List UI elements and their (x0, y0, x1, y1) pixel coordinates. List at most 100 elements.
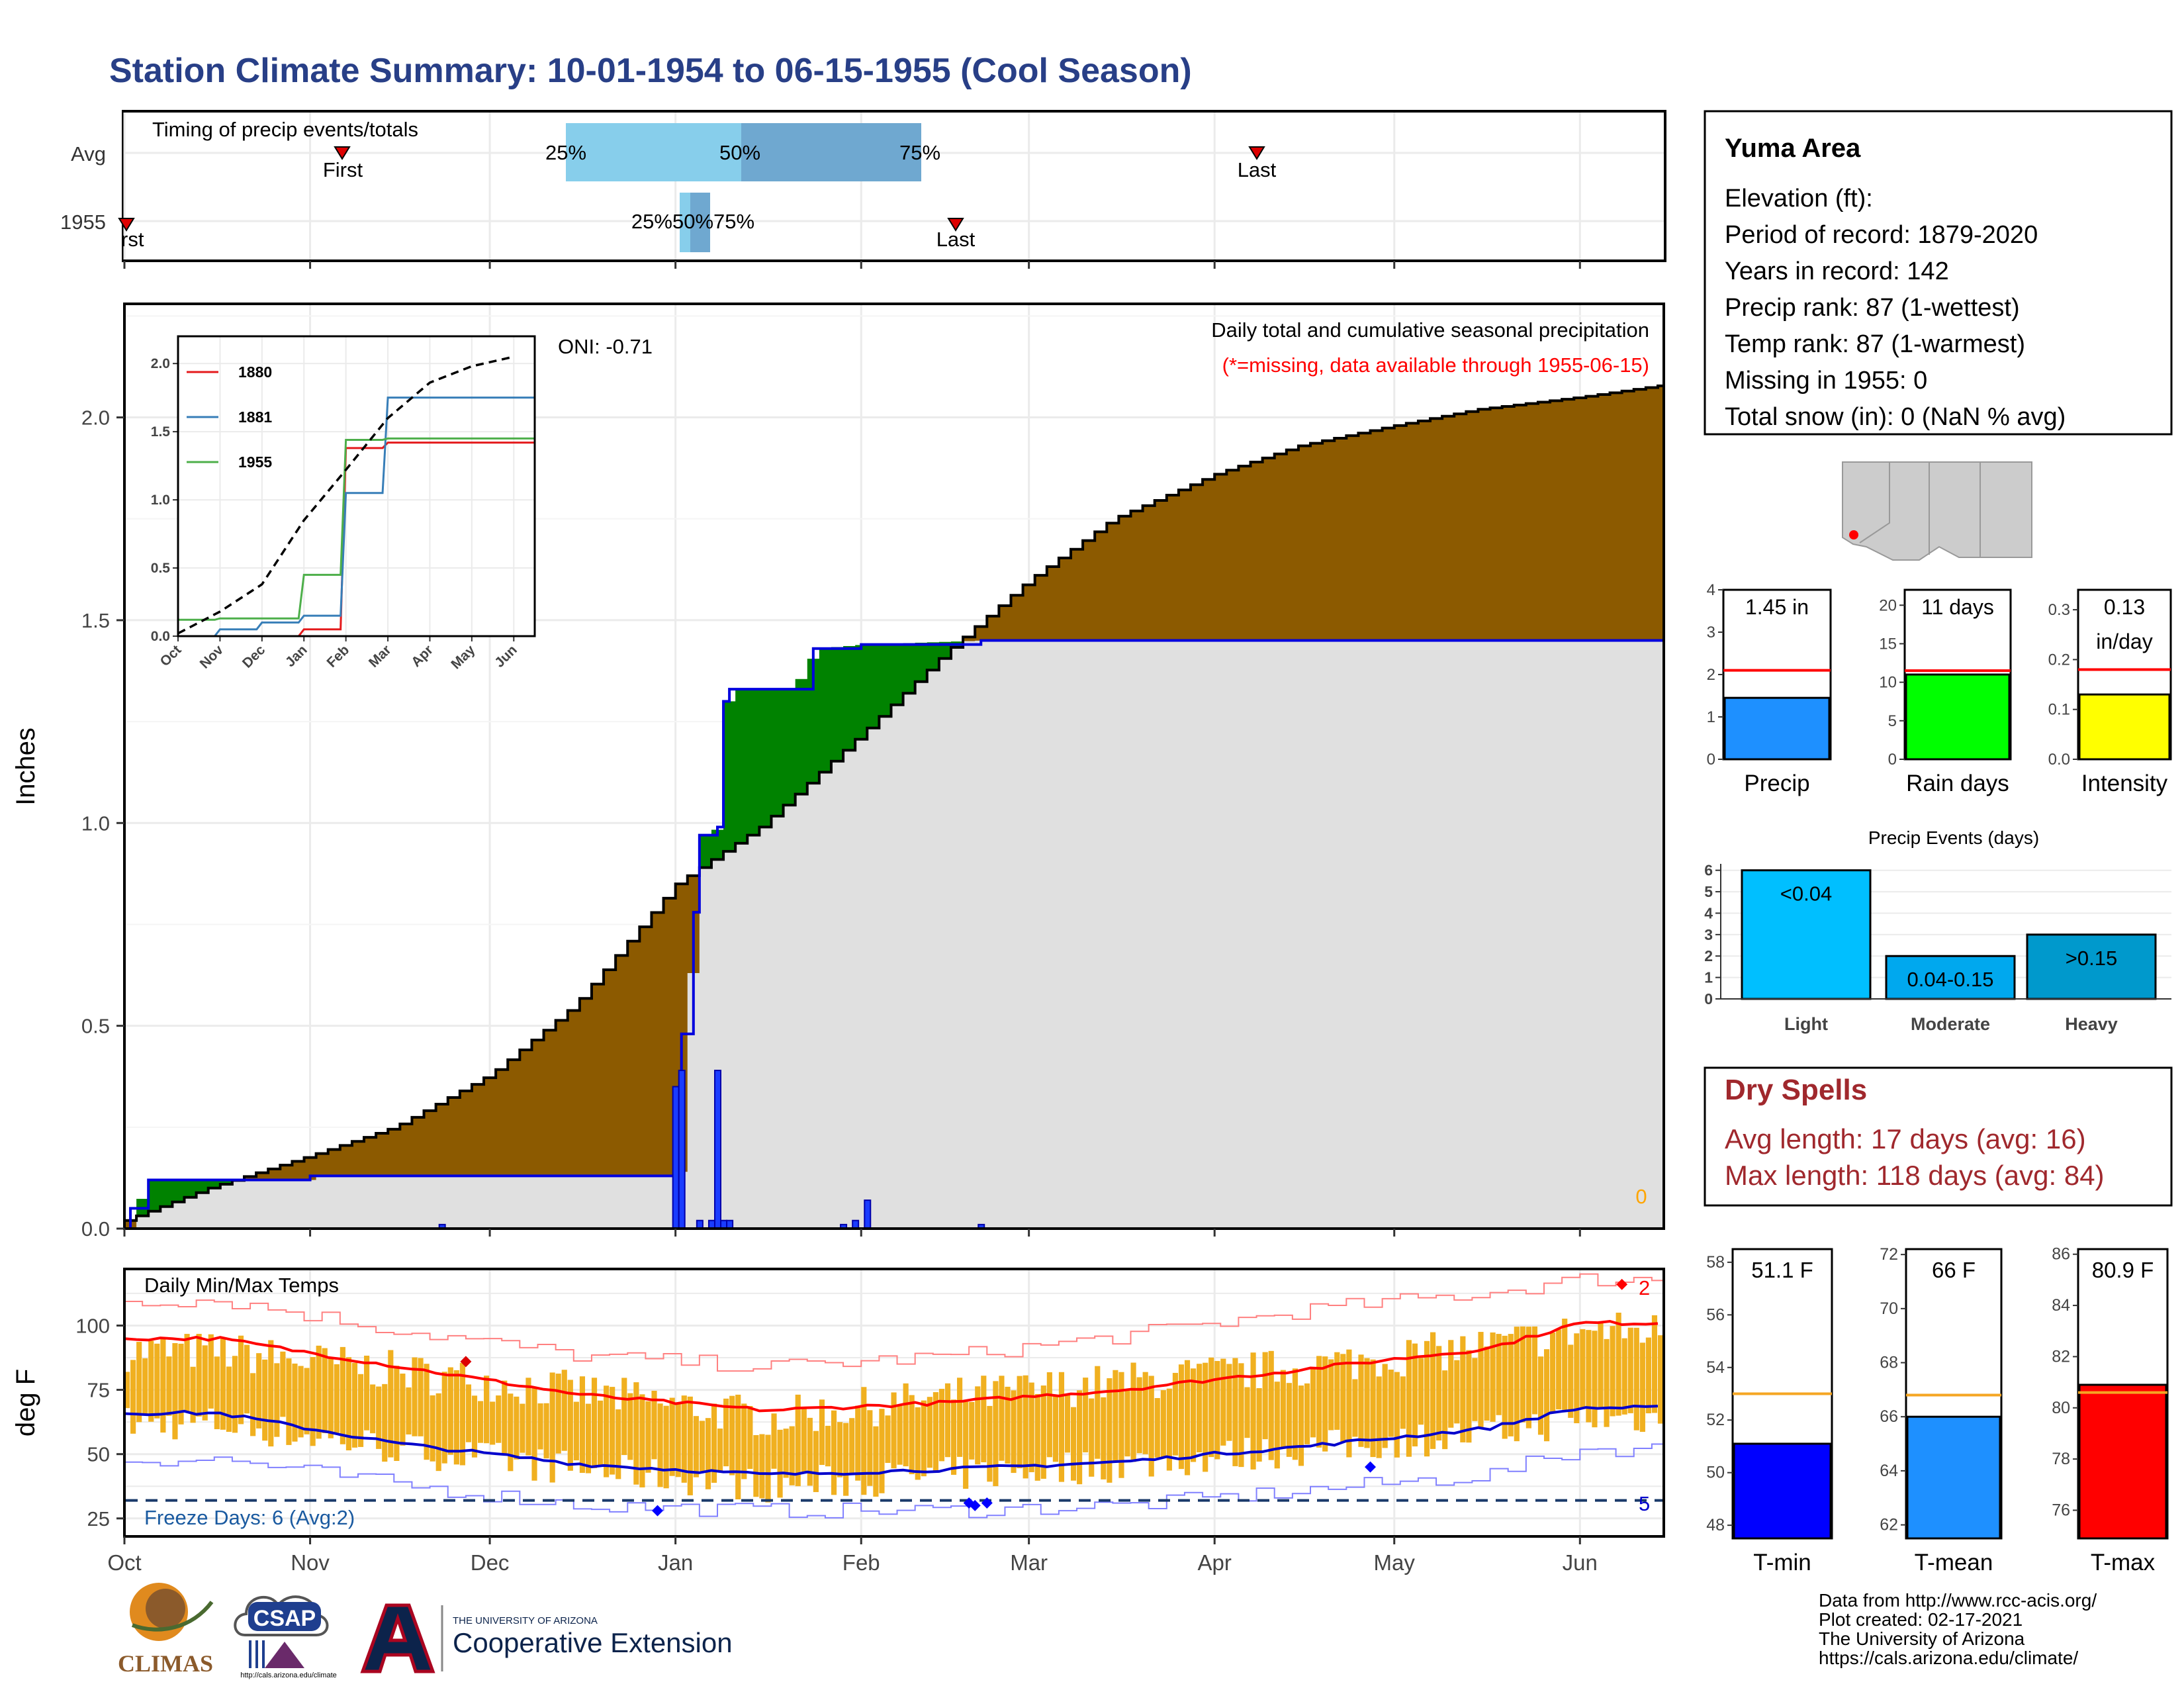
surplus-area (604, 969, 616, 1176)
daily-temp-bar (418, 1358, 424, 1436)
mini-ytick-label: 0.3 (2048, 601, 2070, 619)
precip-header: Daily total and cumulative seasonal prec… (1211, 318, 1649, 342)
mini-ytick-label: 0.0 (2048, 751, 2070, 769)
deficit-area (160, 1180, 173, 1207)
surplus-area (1418, 420, 1431, 641)
daily-temp-bar (981, 1376, 987, 1463)
temp-chart-label: T-mean (1915, 1550, 1993, 1575)
daily-temp-bar (1514, 1327, 1520, 1442)
daily-temp-bar (610, 1387, 615, 1475)
avg-cumulative-fill (316, 1176, 329, 1229)
daily-temp-bar (843, 1423, 849, 1496)
daily-temp-bar (897, 1405, 903, 1465)
avg-last-label: Last (1238, 158, 1277, 181)
avg-cumulative-fill (1370, 640, 1383, 1229)
dry-spells-title: Dry Spells (1725, 1074, 1867, 1106)
record-low-marker-icon (969, 1499, 981, 1511)
record-low-line (124, 1443, 1664, 1519)
daily-temp-bar (477, 1401, 484, 1443)
daily-temp-bar (208, 1334, 214, 1409)
surplus-area (987, 616, 999, 641)
daily-temp-bar (166, 1356, 172, 1416)
daily-temp-bar (633, 1382, 639, 1485)
events-ytick-label: 0 (1704, 990, 1713, 1008)
daily-temp-bar (1028, 1382, 1034, 1472)
daily-temp-bar (1388, 1369, 1394, 1437)
daily-temp-bar (1208, 1357, 1214, 1458)
event-category-label: Light (1784, 1014, 1828, 1034)
surplus-area (579, 998, 592, 1176)
mini-ytick-label: 10 (1879, 674, 1897, 692)
event-bar-text: <0.04 (1780, 882, 1832, 906)
daily-temp-bar (849, 1418, 855, 1476)
avg-cumulative-fill (1418, 640, 1431, 1229)
daily-temp-bar (1280, 1370, 1286, 1449)
daily-temp-bar (1274, 1382, 1280, 1469)
daily-temp-bar (681, 1395, 687, 1483)
inset-avg-line (177, 355, 514, 635)
avg-cumulative-fill (1478, 640, 1491, 1229)
avg-p25-label: 25% (545, 141, 586, 164)
daily-temp-bar (1580, 1329, 1586, 1409)
daily-temp-bar (1604, 1338, 1610, 1427)
avg-cumulative-fill (543, 1176, 557, 1229)
daily-temp-bar (1077, 1390, 1083, 1485)
daily-temp-bar (699, 1421, 705, 1472)
avg-cumulative-fill (1142, 640, 1156, 1229)
event-bar (1741, 869, 1872, 1000)
surplus-area (1034, 575, 1048, 641)
daily-temp-bar (388, 1350, 394, 1458)
avg-cumulative-fill (160, 1206, 173, 1229)
surplus-area (1454, 414, 1467, 641)
surplus-area (1191, 485, 1203, 641)
daily-temp-bar (783, 1429, 789, 1478)
csap-logo: CSAP http://cals.arizona.edu/climate (234, 1595, 337, 1679)
daily-temp-bar (1160, 1390, 1166, 1458)
daily-temp-bar (693, 1416, 699, 1477)
daily-temp-bar (855, 1405, 861, 1481)
avg-cumulative-fill (328, 1176, 341, 1229)
daily-temp-bar (1346, 1349, 1352, 1458)
daily-temp-bar (903, 1383, 909, 1467)
events-ytick-label: 4 (1704, 904, 1713, 921)
avg-cumulative-fill (412, 1176, 425, 1229)
mini-ytick-label: 5 (1888, 712, 1897, 730)
avg-cumulative-fill (1262, 640, 1275, 1229)
daily-temp-bar (1238, 1363, 1244, 1468)
surplus-area (1226, 470, 1240, 641)
avg-cumulative-fill (963, 641, 976, 1229)
temp-chart-label: T-min (1753, 1550, 1811, 1575)
surplus-area (975, 626, 987, 641)
daily-temp-bar (1017, 1376, 1023, 1469)
footer-line: https://cals.arizona.edu/climate/ (1819, 1648, 2078, 1668)
surplus-area (1562, 399, 1574, 641)
daily-temp-bar (1556, 1329, 1562, 1410)
avg-cumulative-fill (1514, 640, 1527, 1229)
daily-temp-bar (214, 1356, 220, 1430)
surplus-area (1011, 595, 1024, 641)
station-line: Missing in 1955: 0 (1725, 367, 1927, 395)
avg-cumulative-fill (1525, 640, 1539, 1229)
station-line: Years in record: 142 (1725, 258, 1949, 285)
mini-value-label: 0.13 (2104, 595, 2145, 619)
daily-temp-bar (604, 1385, 610, 1477)
daily-temp-bar (957, 1378, 963, 1457)
y1955-quartile-lower (680, 193, 690, 252)
daily-temp-bar (441, 1372, 447, 1464)
daily-temp-bar (226, 1366, 232, 1432)
daily-temp-bar (645, 1401, 651, 1473)
avg-cumulative-fill (819, 772, 832, 1229)
avg-last-marker-icon (1248, 146, 1265, 160)
surplus-area (244, 1176, 257, 1180)
daily-temp-bar (615, 1409, 621, 1479)
daily-temp-bar (262, 1359, 268, 1441)
temp-ytick-label: 86 (2052, 1245, 2070, 1264)
avg-cumulative-fill (915, 681, 928, 1229)
climas-logo: CLIMAS (118, 1583, 214, 1677)
record-high-line (124, 1273, 1664, 1372)
daily-temp-bar (1484, 1346, 1490, 1421)
daily-temp-bar (220, 1337, 226, 1430)
surplus-area (1633, 389, 1647, 641)
surplus-area (1645, 387, 1659, 641)
daily-temp-bar (172, 1342, 178, 1440)
